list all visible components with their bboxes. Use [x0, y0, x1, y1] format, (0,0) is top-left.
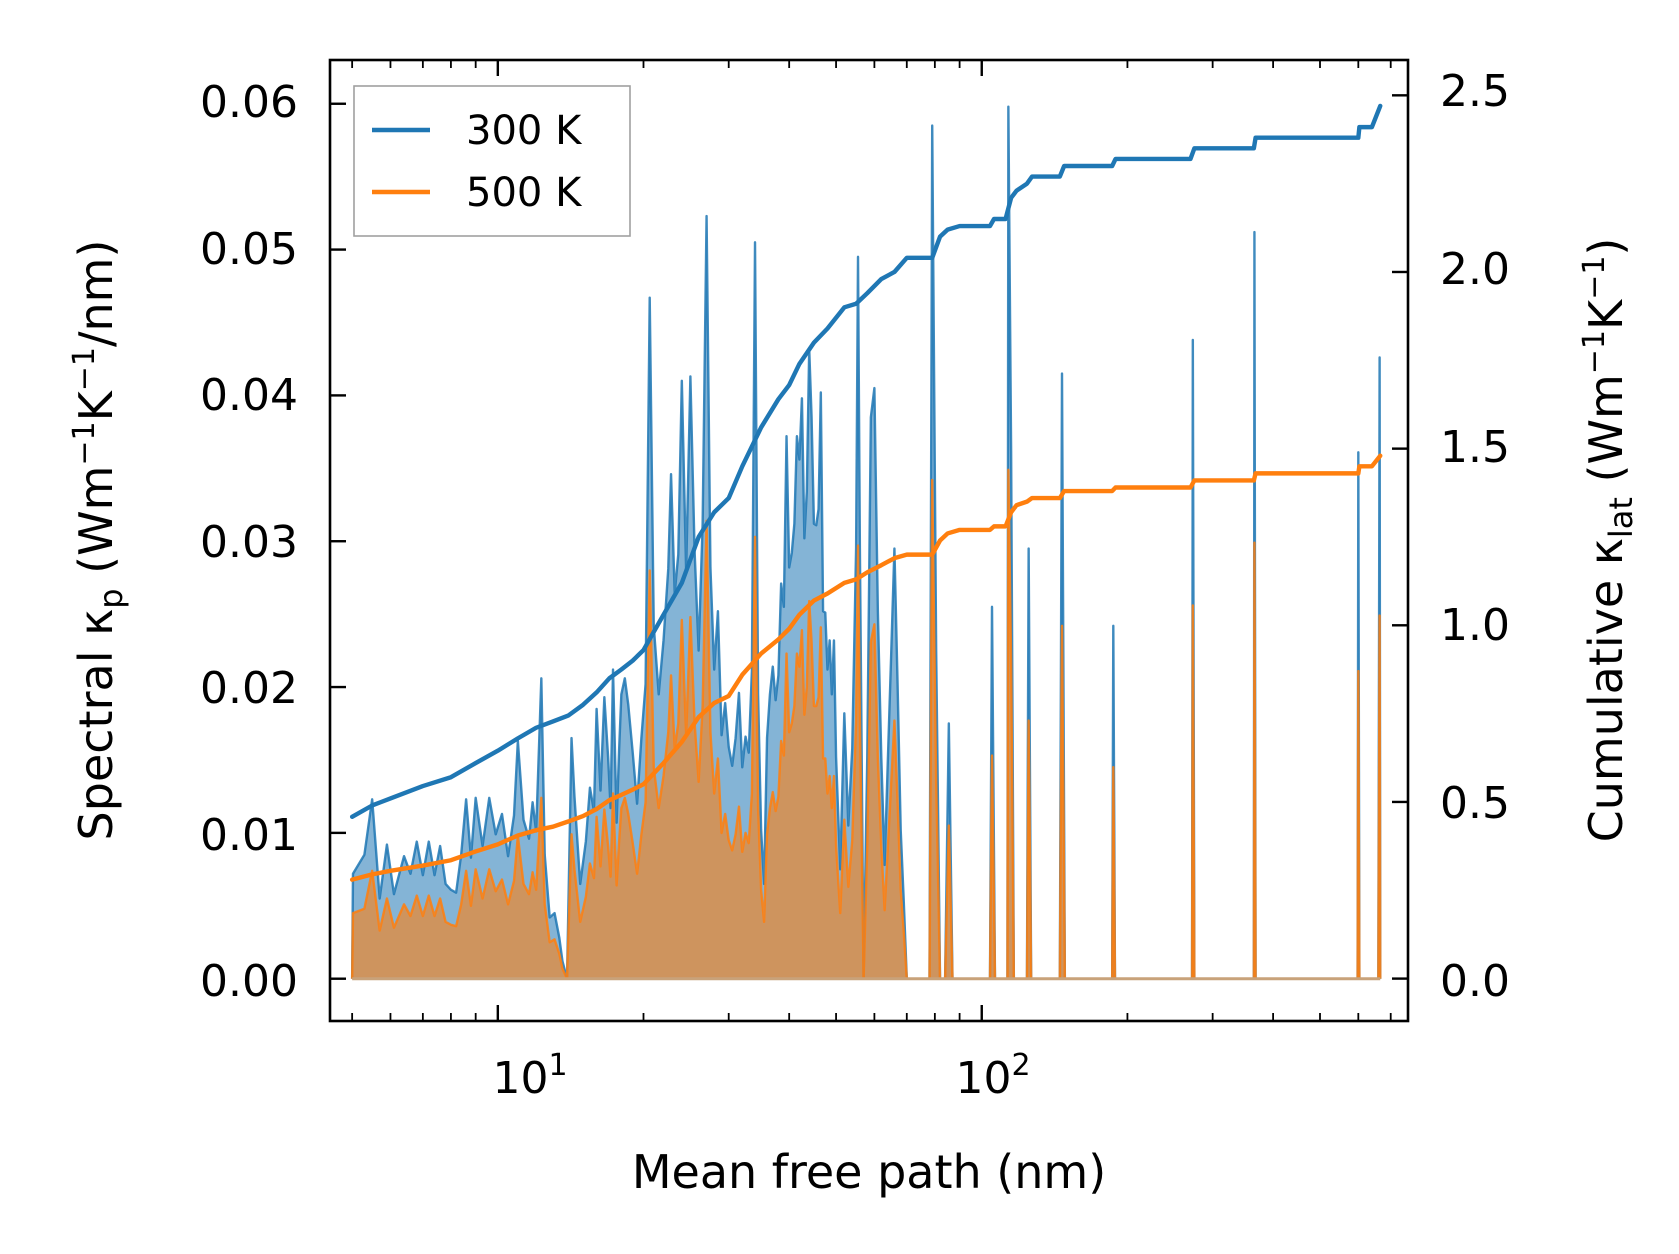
legend: 300 K 500 K [353, 85, 631, 237]
y-left-tick-label: 0.00 [200, 956, 298, 1007]
x-axis-title: Mean free path (nm) [632, 1145, 1106, 1199]
y-left-tick-label: 0.02 [200, 663, 298, 714]
legend-label-300k: 300 K [466, 108, 583, 154]
y-left-tick-label: 0.04 [200, 370, 298, 421]
spectral-line-500k [350, 468, 1382, 980]
x-tick-label-10: 101 [492, 1048, 567, 1104]
y-right-tick-label: 1.0 [1440, 600, 1510, 651]
y-left-tick-label: 0.06 [200, 77, 298, 128]
x-tick-label-100: 102 [955, 1048, 1030, 1104]
y-right-tick-label: 2.5 [1440, 66, 1510, 117]
y-right-tick-label: 1.5 [1440, 422, 1510, 473]
y-left-tick-label: 0.01 [200, 810, 298, 861]
spectral-fills [350, 105, 1382, 981]
cumulative-line-300k [349, 103, 1383, 819]
y-left-tick-label: 0.05 [200, 224, 298, 275]
y-right-tick-label: 2.0 [1440, 244, 1510, 295]
legend-box [353, 85, 631, 237]
series-lines [349, 103, 1383, 882]
spectral-area-500k [352, 469, 1381, 979]
y-right-axis-title: Cumulative κlat (Wm−1K−1) [1577, 238, 1640, 843]
axis-ticks [330, 60, 1408, 1021]
y-right-tick-label: 0.5 [1440, 778, 1510, 829]
y-left-axis-title: Spectral κp (Wm−1K−1/nm) [67, 240, 130, 841]
y-left-tick-label: 0.03 [200, 517, 298, 568]
legend-label-500k: 500 K [466, 170, 583, 216]
cumulative-line-500k [349, 453, 1383, 882]
spectral-line-300k [350, 105, 1382, 980]
y-right-tick-label: 0.0 [1440, 956, 1510, 1007]
